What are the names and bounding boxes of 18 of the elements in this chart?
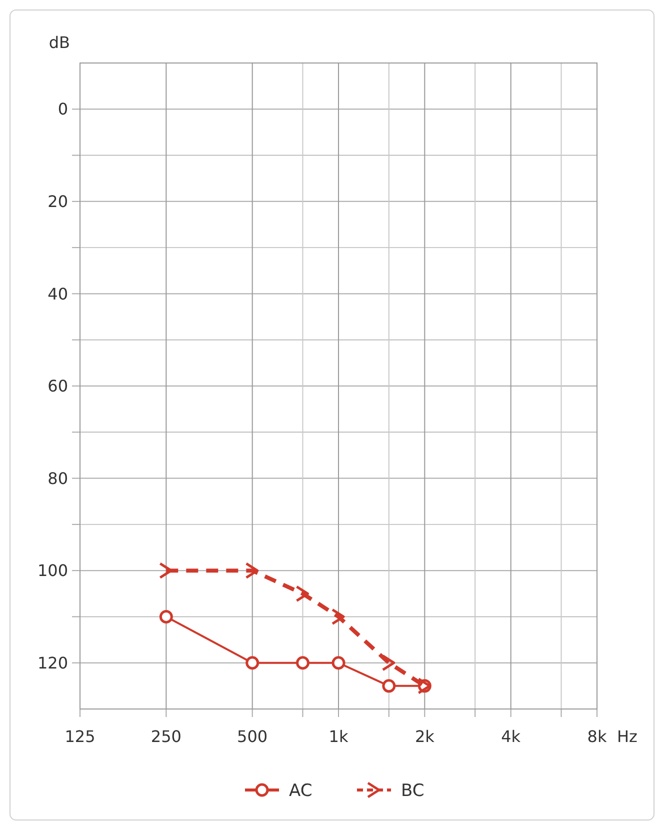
y-tick-label: 80 [48, 468, 68, 488]
x-axis-title: Hz [617, 727, 638, 746]
y-tick-label: 100 [37, 561, 68, 580]
y-axis-title: dB [48, 33, 70, 52]
x-tick-label: 125 [64, 727, 96, 746]
y-tick-label: 20 [48, 192, 68, 212]
x-tick-label: 4k [501, 727, 522, 746]
legend-label: AC [289, 780, 312, 801]
y-tick-label: 0 [58, 100, 68, 119]
x-tick-label: 500 [237, 727, 268, 746]
y-tick-label: 40 [48, 284, 68, 304]
y-tick-label: 120 [37, 653, 68, 672]
x-tick-label: 8k [587, 727, 608, 746]
legend-label: BC [401, 780, 424, 801]
x-tick-label: 2k [414, 727, 436, 746]
x-tick-label: 250 [150, 727, 182, 746]
y-tick-label: 60 [48, 376, 68, 396]
x-tick-label: 1k [328, 727, 349, 746]
